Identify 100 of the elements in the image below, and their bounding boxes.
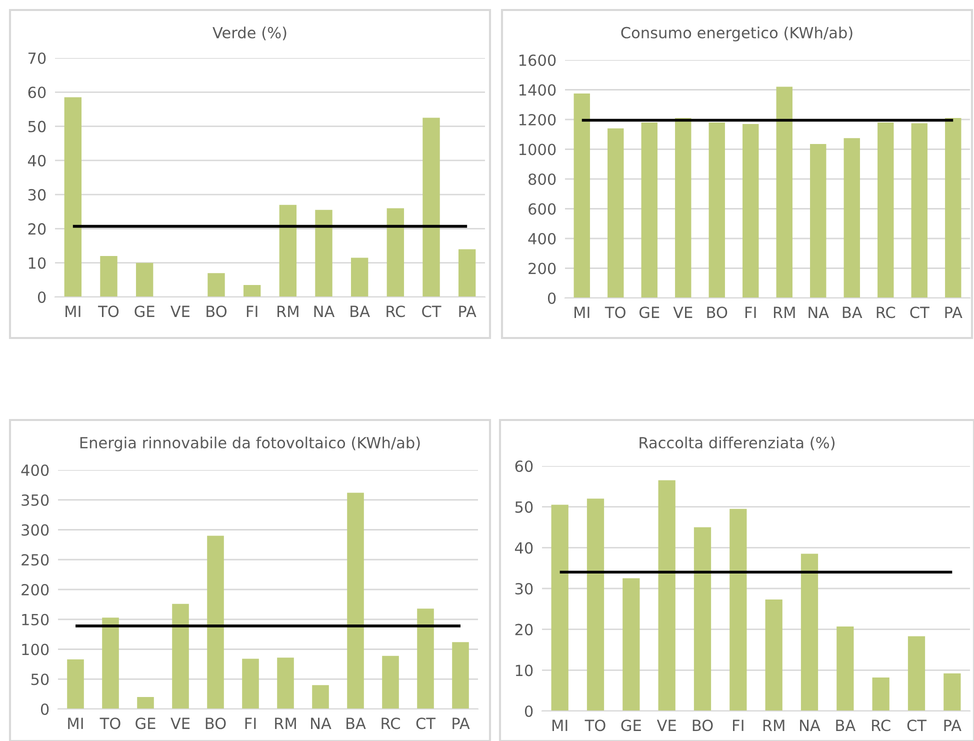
bar bbox=[574, 93, 590, 298]
y-tick-label: 0 bbox=[524, 705, 533, 718]
y-tick-label: 1600 bbox=[519, 54, 556, 66]
x-tick-label: RM bbox=[275, 718, 296, 729]
x-tick-label: NA bbox=[314, 306, 335, 317]
bar bbox=[945, 118, 962, 298]
x-tick-label: FI bbox=[246, 306, 258, 317]
x-tick-label: FI bbox=[245, 718, 256, 729]
bar bbox=[312, 685, 329, 709]
y-tick-label: 0 bbox=[548, 292, 556, 304]
x-tick-label: RC bbox=[382, 718, 400, 730]
bar bbox=[102, 618, 119, 709]
bar bbox=[315, 210, 332, 297]
y-tick-label: 20 bbox=[515, 624, 533, 636]
y-tick-label: 300 bbox=[22, 524, 49, 536]
bar bbox=[350, 258, 368, 297]
bar bbox=[844, 138, 860, 298]
bar bbox=[279, 204, 297, 297]
bar bbox=[277, 658, 294, 709]
bar bbox=[765, 600, 782, 711]
x-tick-label: TO bbox=[584, 720, 606, 732]
bar bbox=[422, 118, 440, 297]
x-tick-label: RC bbox=[876, 306, 896, 318]
y-tick-label: 0 bbox=[38, 291, 46, 304]
x-tick-label: VE bbox=[673, 306, 692, 318]
y-tick-label: 1200 bbox=[519, 114, 556, 126]
bar bbox=[944, 673, 961, 711]
x-tick-label: MI bbox=[66, 306, 80, 317]
x-tick-label: GE bbox=[136, 718, 156, 730]
bar bbox=[836, 626, 854, 711]
x-tick-label: RM bbox=[774, 306, 795, 318]
x-tick-label: GE bbox=[621, 720, 641, 732]
x-tick-label: TO bbox=[100, 718, 120, 730]
y-tick-label: 100 bbox=[22, 644, 49, 656]
x-tick-label: CT bbox=[910, 306, 930, 318]
y-tick-label: 50 bbox=[31, 674, 49, 686]
x-tick-label: MI bbox=[574, 306, 590, 318]
x-tick-label: FI bbox=[745, 306, 756, 318]
y-tick-label: 400 bbox=[21, 464, 49, 476]
x-tick-label: BA bbox=[350, 306, 370, 317]
y-tick-label: 600 bbox=[528, 203, 556, 215]
y-tick-label: 40 bbox=[514, 542, 533, 554]
y-tick-label: 0 bbox=[40, 703, 49, 716]
bar bbox=[708, 122, 725, 298]
x-tick-label: RC bbox=[872, 720, 890, 732]
y-tick-label: 60 bbox=[515, 460, 533, 472]
bar bbox=[622, 578, 640, 711]
bar bbox=[207, 536, 224, 709]
chart-title: Verde (%) bbox=[212, 26, 286, 40]
y-tick-label: 10 bbox=[516, 664, 533, 676]
y-tick-label: 50 bbox=[515, 501, 533, 513]
y-tick-label: 10 bbox=[28, 257, 46, 269]
x-tick-label: MI bbox=[552, 720, 568, 731]
x-tick-label: CT bbox=[907, 720, 927, 732]
x-tick-label: VE bbox=[170, 306, 190, 317]
bar bbox=[551, 504, 568, 711]
x-tick-label: RM bbox=[278, 306, 298, 317]
bar bbox=[608, 128, 624, 298]
bar bbox=[810, 144, 826, 298]
y-tick-label: 50 bbox=[28, 120, 46, 132]
bar bbox=[641, 122, 658, 298]
x-tick-label: BA bbox=[836, 720, 856, 731]
x-tick-label: PA bbox=[944, 720, 962, 731]
y-tick-label: 250 bbox=[22, 554, 49, 566]
x-tick-label: CT bbox=[416, 718, 436, 730]
bar bbox=[730, 508, 747, 711]
x-tick-label: TO bbox=[98, 306, 119, 318]
bar bbox=[694, 527, 712, 711]
y-tick-label: 1000 bbox=[519, 144, 556, 156]
bar bbox=[386, 208, 404, 297]
x-tick-label: BO bbox=[692, 720, 713, 732]
bar bbox=[417, 608, 434, 709]
y-tick-label: 30 bbox=[28, 189, 46, 201]
y-tick-label: 20 bbox=[28, 223, 46, 235]
x-tick-label: FI bbox=[733, 720, 744, 731]
bar bbox=[347, 492, 364, 709]
bar bbox=[172, 604, 189, 709]
y-tick-label: 1400 bbox=[519, 84, 556, 96]
x-tick-label: PA bbox=[452, 718, 470, 729]
bar bbox=[658, 480, 676, 711]
bar bbox=[586, 498, 604, 711]
x-tick-label: PA bbox=[459, 306, 476, 317]
x-tick-label: CT bbox=[422, 306, 442, 318]
bar bbox=[800, 554, 818, 711]
x-tick-label: VE bbox=[170, 718, 190, 729]
bar bbox=[776, 86, 792, 298]
y-tick-label: 200 bbox=[528, 262, 556, 274]
bar bbox=[742, 124, 759, 298]
bar bbox=[136, 262, 154, 297]
x-tick-label: NA bbox=[808, 306, 829, 318]
bar bbox=[458, 249, 476, 297]
x-tick-label: BO bbox=[707, 306, 728, 318]
bar bbox=[242, 658, 259, 709]
y-tick-label: 70 bbox=[28, 52, 46, 64]
x-tick-label: PA bbox=[945, 306, 962, 318]
bar bbox=[137, 697, 154, 709]
bar bbox=[908, 636, 926, 711]
chart-title: Raccolta differenziata (%) bbox=[640, 436, 834, 450]
y-tick-label: 400 bbox=[528, 232, 556, 245]
bar bbox=[243, 285, 261, 297]
